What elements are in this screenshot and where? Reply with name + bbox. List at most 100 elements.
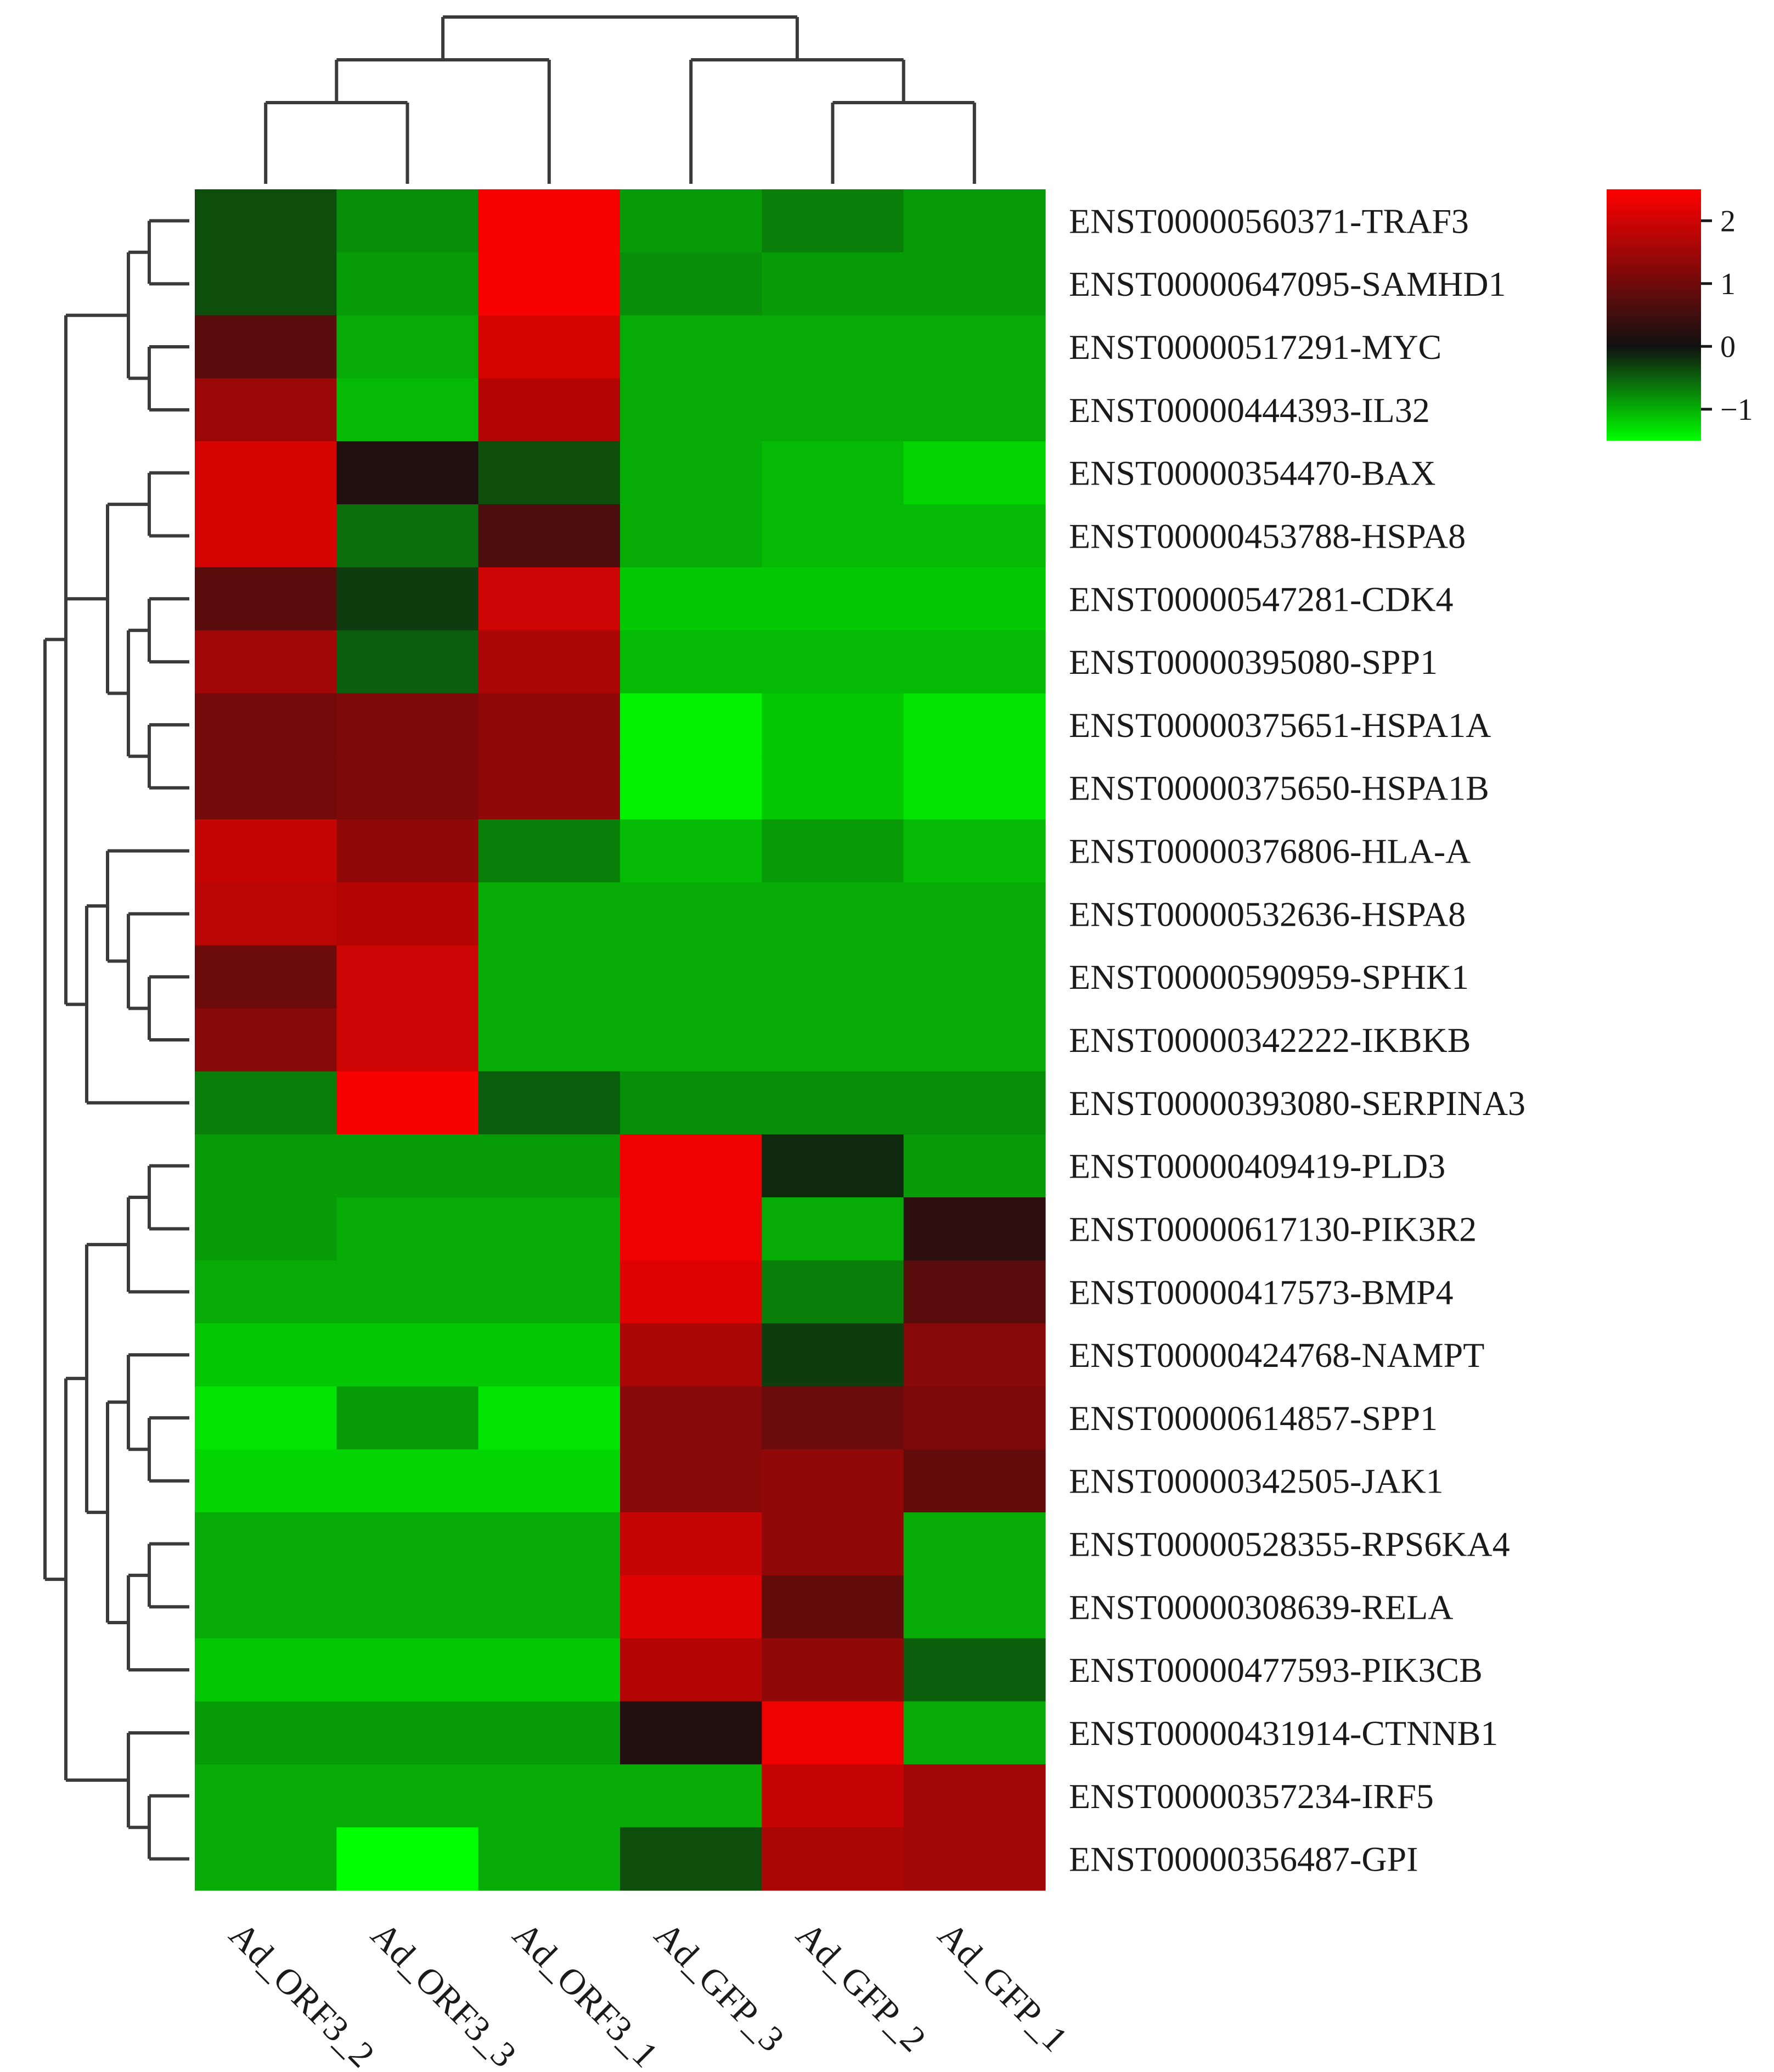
heatmap-cell [903, 1197, 1046, 1261]
heatmap-cell [620, 945, 762, 1009]
heatmap-cell [903, 1827, 1046, 1891]
heatmap-cell [195, 1071, 337, 1135]
heatmap-cell [762, 1449, 904, 1513]
dendrogram-branch [127, 912, 189, 1010]
heatmap-cell [762, 1386, 904, 1450]
heatmap-cell [336, 756, 479, 820]
heatmap-cell [903, 441, 1046, 505]
heatmap-cell [195, 1008, 337, 1072]
heatmap-cell [195, 693, 337, 757]
heatmap-cell [620, 1701, 762, 1765]
column-labels: Ad_ORF3_2Ad_ORF3_3Ad_ORF3_1Ad_GFP_3Ad_GF… [222, 1915, 1075, 2072]
heatmap-cell [478, 315, 621, 379]
heatmap-cell [478, 1827, 621, 1891]
row-label: ENST00000375650-HSPA1B [1069, 769, 1489, 808]
heatmap-cell [195, 1323, 337, 1387]
heatmap-cell [762, 882, 904, 946]
row-label: ENST00000647095-SAMHD1 [1069, 264, 1506, 303]
heatmap-cell [620, 1071, 762, 1135]
dendrogram-branch [127, 1731, 189, 1829]
dendrogram-branch [127, 1573, 189, 1672]
row-labels: ENST00000560371-TRAF3 ENST00000647095-SAM… [1069, 201, 1525, 1878]
heatmap-cell [195, 945, 337, 1009]
heatmap-cell [903, 1071, 1046, 1135]
heatmap-cell [620, 630, 762, 694]
dendrogram-branch [148, 1416, 189, 1483]
heatmap-cell [620, 1764, 762, 1828]
heatmap-cell [903, 1323, 1046, 1387]
dendrogram-branch [441, 15, 799, 60]
heatmap-cell [762, 1323, 904, 1387]
heatmap-cell [478, 693, 621, 757]
heatmap-cell [336, 1008, 479, 1072]
heatmap-cell [903, 189, 1046, 253]
dendrogram-branch [127, 1353, 189, 1451]
heatmap-cell [195, 1512, 337, 1576]
heatmap-cell [903, 1386, 1046, 1450]
column-dendrogram [264, 15, 976, 184]
heatmap-cell [478, 1575, 621, 1639]
column-label: Ad_GFP_2 [789, 1915, 933, 2059]
heatmap-cell [336, 1134, 479, 1198]
heatmap-cell [336, 693, 479, 757]
heatmap-cell [195, 1386, 337, 1450]
heatmap-cell [336, 1701, 479, 1765]
heatmap-cell [336, 1638, 479, 1702]
heatmap-cell [903, 504, 1046, 568]
dendrogram-branch [148, 471, 189, 538]
dendrogram-branch [148, 219, 189, 286]
dendrogram-branch [127, 628, 149, 758]
heatmap-cell [903, 1008, 1046, 1072]
heatmap-cell [195, 252, 337, 316]
row-label: ENST00000342505-JAK1 [1069, 1462, 1444, 1501]
heatmap-cell [903, 1638, 1046, 1702]
heatmap-cell [336, 1512, 479, 1576]
heatmap-cell [903, 1701, 1046, 1765]
heatmap-cell [478, 189, 621, 253]
column-label: Ad_ORF3_1 [505, 1915, 666, 2072]
heatmap-cell [903, 567, 1046, 631]
heatmap-cell [195, 1701, 337, 1765]
row-label: ENST00000444393-IL32 [1069, 391, 1430, 430]
heatmap-cell [195, 1449, 337, 1513]
heatmap-cell [195, 567, 337, 631]
heatmap-cell [620, 315, 762, 379]
heatmap-cell [620, 252, 762, 316]
colorbar-tick-label: −1 [1720, 393, 1753, 427]
heatmap-cell [903, 378, 1046, 442]
row-dendrogram [43, 219, 189, 1861]
heatmap-cell [195, 315, 337, 379]
heatmap-cell [620, 1449, 762, 1513]
heatmap-cell [478, 882, 621, 946]
heatmap-cell [903, 819, 1046, 883]
heatmap-cell [478, 819, 621, 883]
heatmap-cell [903, 945, 1046, 1009]
heatmap-cell [336, 1260, 479, 1324]
dendrogram-branch [106, 1400, 128, 1624]
heatmap-cell [762, 252, 904, 316]
heatmap-cell [903, 630, 1046, 694]
heatmap-cell [478, 945, 621, 1009]
heatmap-cell [620, 1197, 762, 1261]
heatmap-cell [195, 1827, 337, 1891]
heatmap-cell [903, 1512, 1046, 1576]
heatmap-cell [762, 1638, 904, 1702]
column-label: Ad_ORF3_2 [222, 1915, 382, 2072]
heatmap-cell [620, 819, 762, 883]
colorbar-tick-label: 2 [1720, 204, 1736, 238]
row-label: ENST00000409419-PLD3 [1069, 1147, 1445, 1186]
heatmap-cell [620, 567, 762, 631]
heatmap-cell [478, 1764, 621, 1828]
row-label: ENST00000560371-TRAF3 [1069, 201, 1469, 240]
row-label: ENST00000356487-GPI [1069, 1840, 1418, 1879]
heatmap-cell [478, 1260, 621, 1324]
dendrogram-branch [148, 1542, 189, 1609]
heatmap-cell [195, 1638, 337, 1702]
heatmap-cell [620, 378, 762, 442]
dendrogram-branch [43, 638, 66, 1581]
heatmap-cell [620, 693, 762, 757]
heatmap-cell [620, 1260, 762, 1324]
heatmap-cell [903, 1134, 1046, 1198]
heatmap-cell [336, 1764, 479, 1828]
